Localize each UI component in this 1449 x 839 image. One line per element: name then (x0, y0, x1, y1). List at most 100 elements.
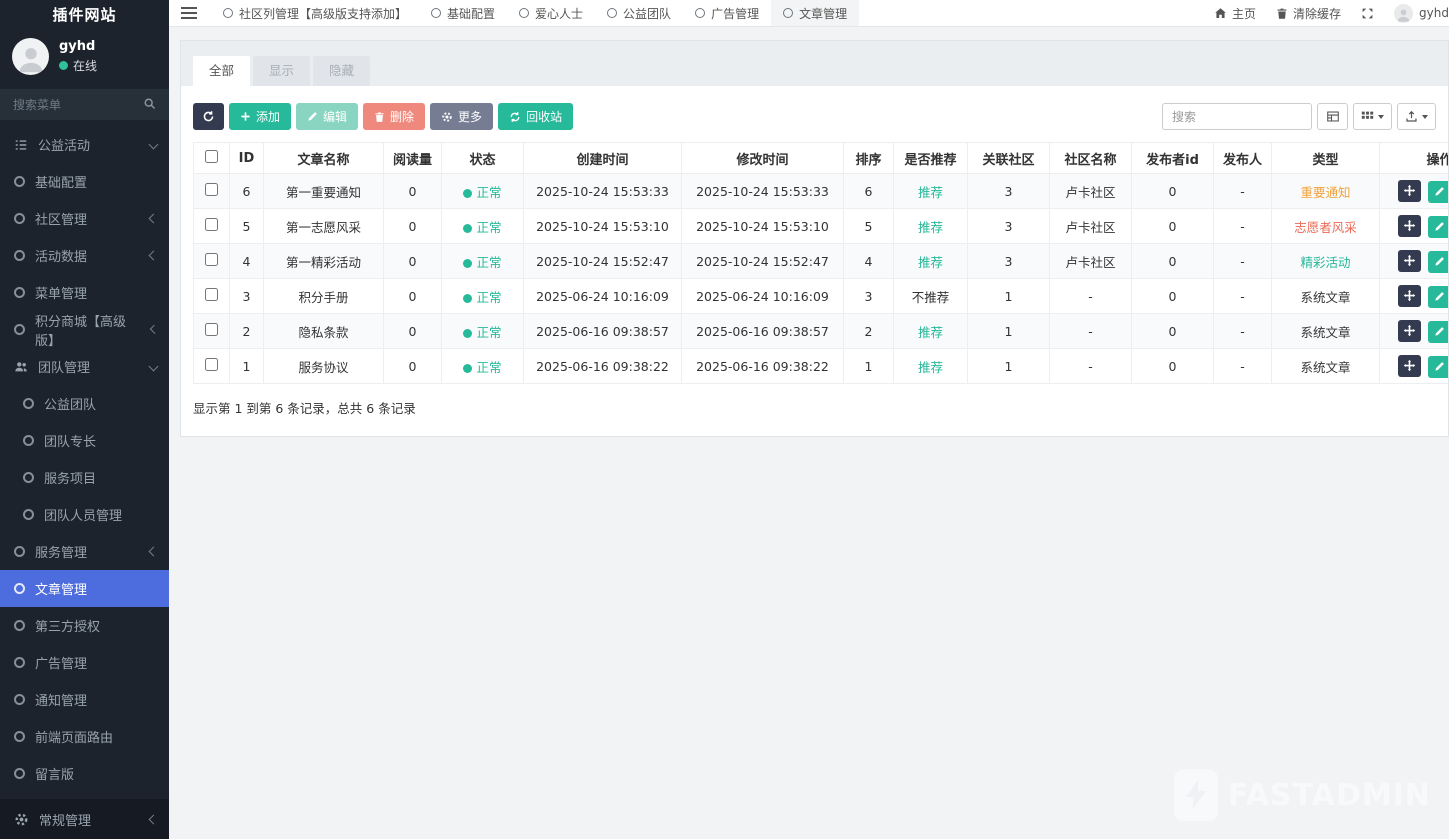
add-button[interactable]: 添加 (229, 103, 292, 130)
sidebar-item-jichu-peizhi[interactable]: 基础配置 (0, 163, 169, 200)
topbar-tab-shequlie[interactable]: 社区列管理【高级版支持添加】 (211, 0, 419, 26)
list-icon (15, 139, 27, 150)
row-checkbox[interactable] (205, 253, 218, 266)
sidebar-item-tuandui-renyuan[interactable]: 团队人员管理 (0, 496, 169, 533)
row-checkbox[interactable] (205, 288, 218, 301)
sidebar-item-jifen-shangcheng[interactable]: 积分商城【高级版】 (0, 311, 169, 349)
cell-actions (1379, 208, 1448, 244)
sidebar-item-gongyi-tuandui[interactable]: 公益团队 (0, 385, 169, 422)
status-dot-icon (463, 258, 473, 268)
row-edit-button[interactable] (1428, 285, 1448, 308)
cell-status: 正常 (441, 208, 524, 244)
clear-cache-button[interactable]: 清除缓存 (1276, 5, 1341, 22)
sidebar-item-changgui-guanli[interactable]: 常规管理 (0, 799, 169, 839)
filter-tab-visible[interactable]: 显示 (253, 56, 311, 86)
cell-type: 系统文章 (1271, 278, 1380, 314)
cell-created: 2025-06-16 09:38:22 (523, 348, 682, 384)
user-avatar[interactable] (12, 38, 49, 75)
pencil-icon (1435, 292, 1444, 301)
filter-tab-all[interactable]: 全部 (193, 56, 251, 86)
cell-sort: 3 (843, 278, 894, 314)
row-checkbox[interactable] (205, 183, 218, 196)
sidebar-item-tuandui-guanli[interactable]: 团队管理 (0, 348, 169, 385)
recommend-label: 推荐 (917, 184, 943, 200)
cell-recommend[interactable]: 推荐 (893, 173, 968, 209)
row-drag-button[interactable] (1398, 319, 1422, 342)
more-button[interactable]: 更多 (430, 103, 494, 130)
row-edit-button[interactable] (1428, 320, 1448, 343)
row-edit-button[interactable] (1428, 250, 1448, 273)
user-name: gyhd (59, 39, 96, 54)
row-drag-button[interactable] (1398, 179, 1422, 202)
sidebar-item-caidan-guanli[interactable]: 菜单管理 (0, 274, 169, 311)
sidebar-item-qianduan-luyou[interactable]: 前端页面路由 (0, 718, 169, 755)
detail-view-button[interactable] (1317, 103, 1348, 130)
cell-recommend[interactable]: 推荐 (893, 208, 968, 244)
topbar-tab-wenzhangguanli[interactable]: 文章管理 (771, 0, 860, 26)
cell-sort: 5 (843, 208, 894, 244)
menu-search-input[interactable] (0, 89, 169, 120)
cell-recommend[interactable]: 推荐 (893, 243, 968, 279)
row-drag-button[interactable] (1398, 249, 1422, 272)
recycle-bin-button[interactable]: 回收站 (498, 103, 574, 130)
status-dot-icon (463, 363, 473, 373)
sidebar-item-gongyi-huodong[interactable]: 公益活动 (0, 126, 169, 163)
circle-icon (695, 8, 706, 18)
sidebar-item-guanggao-guanli[interactable]: 广告管理 (0, 644, 169, 681)
circle-icon (23, 509, 34, 520)
sidebar-item-huodong-shuju[interactable]: 活动数据 (0, 237, 169, 274)
row-drag-button[interactable] (1398, 214, 1422, 237)
sidebar-item-fuwu-xiangmu[interactable]: 服务项目 (0, 459, 169, 496)
row-checkbox[interactable] (205, 218, 218, 231)
filter-tab-hidden[interactable]: 隐藏 (313, 56, 371, 86)
topbar-user[interactable]: gyhd (1394, 3, 1449, 23)
row-checkbox[interactable] (205, 323, 218, 336)
sidebar-item-label: 服务项目 (44, 472, 97, 487)
toolbar: 添加 编辑 删除 更多 回收站 (193, 103, 1436, 130)
status-dot-icon (463, 223, 473, 233)
edit-button[interactable]: 编辑 (296, 103, 359, 130)
select-all-checkbox[interactable] (205, 149, 218, 163)
fullscreen-button[interactable] (1361, 7, 1374, 20)
col-status: 状态 (441, 142, 524, 174)
topbar-tab-aixinrenshi[interactable]: 爱心人士 (507, 0, 595, 26)
sidebar-item-label: 菜单管理 (35, 287, 88, 302)
cell-recommend[interactable]: 不推荐 (893, 278, 968, 314)
cell-sort: 6 (843, 173, 894, 209)
circle-icon (14, 657, 25, 668)
sidebar-item-tuandui-zhuanchang[interactable]: 团队专长 (0, 422, 169, 459)
cell-publisher-id: 0 (1131, 208, 1214, 244)
row-drag-button[interactable] (1398, 354, 1422, 377)
topbar-tab-guanggaoguanli[interactable]: 广告管理 (683, 0, 771, 26)
home-button[interactable]: 主页 (1214, 5, 1256, 22)
cell-recommend[interactable]: 推荐 (893, 313, 968, 349)
topbar-tab-gongyituandui[interactable]: 公益团队 (595, 0, 683, 26)
columns-button[interactable] (1353, 103, 1392, 130)
type-label: 系统文章 (1300, 359, 1351, 375)
row-edit-button[interactable] (1428, 355, 1448, 378)
sidebar-item-tongzhi-guanli[interactable]: 通知管理 (0, 681, 169, 718)
table-search-input[interactable] (1162, 103, 1312, 130)
sidebar-item-label: 团队专长 (44, 435, 97, 450)
sidebar-item-shequ-guanli[interactable]: 社区管理 (0, 200, 169, 237)
trash-icon (375, 112, 384, 122)
row-checkbox[interactable] (205, 358, 218, 371)
row-edit-button[interactable] (1428, 215, 1448, 238)
sidebar-item-label: 公益团队 (44, 398, 97, 413)
main-content: 全部 显示 隐藏 添加 编辑 删除 (169, 27, 1449, 839)
row-edit-button[interactable] (1428, 180, 1448, 203)
sidebar-item-fuwu-guanli[interactable]: 服务管理 (0, 533, 169, 570)
cell-id: 6 (229, 173, 264, 209)
cell-recommend[interactable]: 推荐 (893, 348, 968, 384)
refresh-button[interactable] (193, 103, 224, 130)
sidebar-item-wenzhang-guanli[interactable]: 文章管理 (0, 570, 169, 607)
sidebar-item-disanfang-shouquan[interactable]: 第三方授权 (0, 607, 169, 644)
topbar-tab-jichupeizhi[interactable]: 基础配置 (419, 0, 507, 26)
delete-button[interactable]: 删除 (363, 103, 426, 130)
row-drag-button[interactable] (1398, 284, 1422, 307)
export-button[interactable] (1397, 103, 1436, 130)
sidebar-item-liuyanban[interactable]: 留言版 (0, 755, 169, 792)
hamburger-menu-icon[interactable] (181, 7, 197, 19)
cell-type: 志愿者风采 (1271, 208, 1380, 244)
status-label: 正常 (476, 254, 502, 270)
